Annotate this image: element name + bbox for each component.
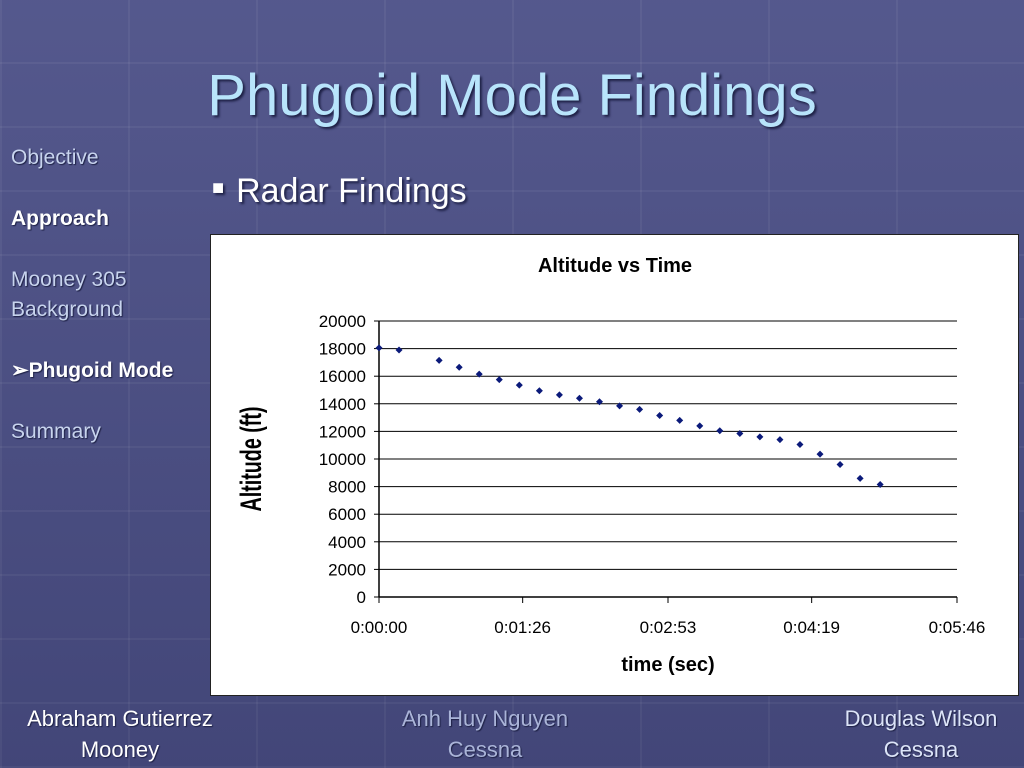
data-point	[696, 422, 704, 430]
data-point	[796, 441, 804, 449]
author-name: Anh Huy Nguyen	[401, 706, 569, 731]
sidebar-item-label: Mooney 305 Background	[11, 268, 127, 321]
x-tick-label: 0:00:00	[351, 618, 408, 637]
data-point	[395, 346, 403, 354]
x-tick-label: 0:04:19	[783, 618, 840, 637]
data-point	[816, 450, 824, 458]
page-title: Phugoid Mode Findings	[207, 63, 817, 128]
x-tick-label: 0:02:53	[640, 618, 697, 637]
y-tick-label: 18000	[319, 340, 366, 359]
data-point	[656, 412, 664, 420]
y-tick-label: 0	[357, 588, 366, 607]
author-name: Douglas Wilson	[844, 706, 998, 731]
data-point	[856, 474, 864, 482]
sidebar-item-mooney-background[interactable]: Mooney 305 Background	[11, 265, 201, 325]
data-point	[435, 356, 443, 364]
bullet-radar-findings: ■ Radar Findings	[212, 172, 467, 211]
square-bullet-icon: ■	[212, 177, 225, 199]
y-tick-label: 6000	[328, 505, 366, 524]
data-point	[455, 363, 463, 371]
data-point	[575, 394, 583, 402]
chart-title: Altitude vs Time	[538, 255, 692, 277]
sidebar-item-label: Approach	[11, 207, 110, 230]
data-point	[596, 398, 604, 406]
sidebar-item-approach[interactable]: Approach	[11, 204, 201, 234]
altitude-chart: Altitude vs Time time (sec) Altitude (ft…	[235, 255, 986, 676]
data-point	[475, 370, 483, 378]
data-point	[776, 436, 784, 444]
data-point	[716, 427, 724, 435]
data-point	[535, 387, 543, 395]
author-aircraft: Cessna	[883, 737, 959, 762]
y-axis-label: Altitude (ft)	[235, 407, 268, 512]
y-tick-label: 20000	[319, 312, 366, 331]
data-point	[375, 344, 383, 352]
data-point	[836, 461, 844, 469]
data-point	[515, 381, 523, 389]
data-point	[555, 391, 563, 399]
y-tick-label: 14000	[319, 395, 366, 414]
footer-author-left: Abraham Gutierrez Mooney	[0, 703, 240, 765]
footer-author-center: Anh Huy Nguyen Cessna	[370, 703, 600, 765]
sidebar-item-summary[interactable]: Summary	[11, 417, 201, 447]
data-point	[616, 402, 624, 410]
sidebar-nav: Objective Approach Mooney 305 Background…	[11, 143, 201, 478]
data-point	[876, 481, 884, 489]
y-tick-label: 8000	[328, 478, 366, 497]
y-tick-label: 4000	[328, 533, 366, 552]
data-point	[756, 433, 764, 441]
bullet-text: Radar Findings	[236, 172, 467, 210]
y-tick-label: 2000	[328, 560, 366, 579]
author-aircraft: Mooney	[80, 737, 160, 762]
sidebar-item-label: Summary	[11, 420, 101, 443]
data-point	[495, 376, 503, 384]
x-tick-label: 0:05:46	[929, 618, 986, 637]
author-name: Abraham Gutierrez	[27, 706, 213, 731]
sidebar-item-label: Objective	[11, 146, 99, 169]
y-tick-label: 16000	[319, 367, 366, 386]
chart-container: Altitude vs Time time (sec) Altitude (ft…	[210, 234, 1019, 696]
y-tick-label: 10000	[319, 450, 366, 469]
arrow-bullet-icon: ➢	[11, 359, 29, 382]
footer-author-right: Douglas Wilson Cessna	[818, 703, 1024, 765]
sidebar-item-phugoid-mode[interactable]: ➢Phugoid Mode	[11, 356, 201, 386]
data-point	[676, 416, 684, 424]
data-point	[636, 405, 644, 413]
data-point	[736, 429, 744, 437]
sidebar-item-objective[interactable]: Objective	[11, 143, 201, 173]
x-axis-label: time (sec)	[621, 654, 714, 676]
author-aircraft: Cessna	[447, 737, 523, 762]
x-tick-label: 0:01:26	[494, 618, 551, 637]
sidebar-item-label: Phugoid Mode	[28, 359, 174, 382]
y-tick-label: 12000	[319, 422, 366, 441]
